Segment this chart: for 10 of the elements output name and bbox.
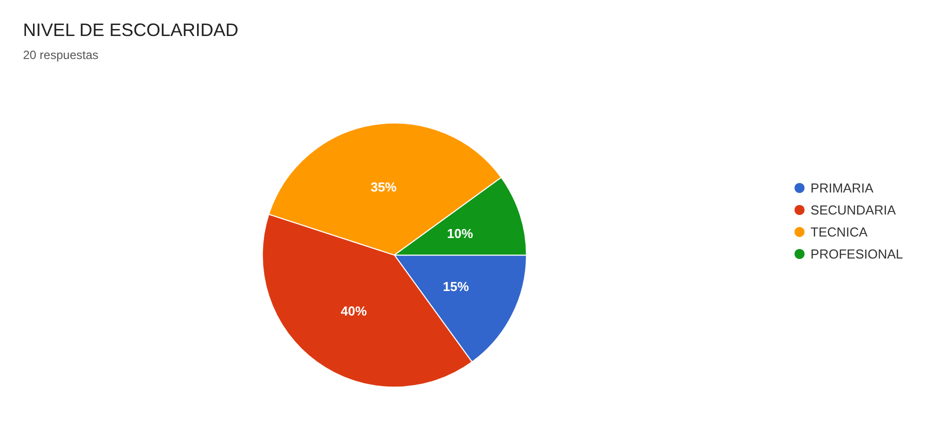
data-label: 15% (442, 278, 470, 294)
chart-title: NIVEL DE ESCOLARIDAD (23, 20, 238, 40)
legend-label: TECNICA (810, 224, 868, 240)
text: 20 respuestas (23, 48, 98, 62)
legend-label: SECUNDARIA (810, 202, 896, 218)
data-label: 10% (447, 226, 474, 242)
data-label: 40% (340, 303, 368, 318)
data-label: 35% (370, 179, 398, 194)
legend-label: PROFESIONAL (810, 246, 903, 262)
legend-label: PRIMARIA (810, 180, 874, 196)
